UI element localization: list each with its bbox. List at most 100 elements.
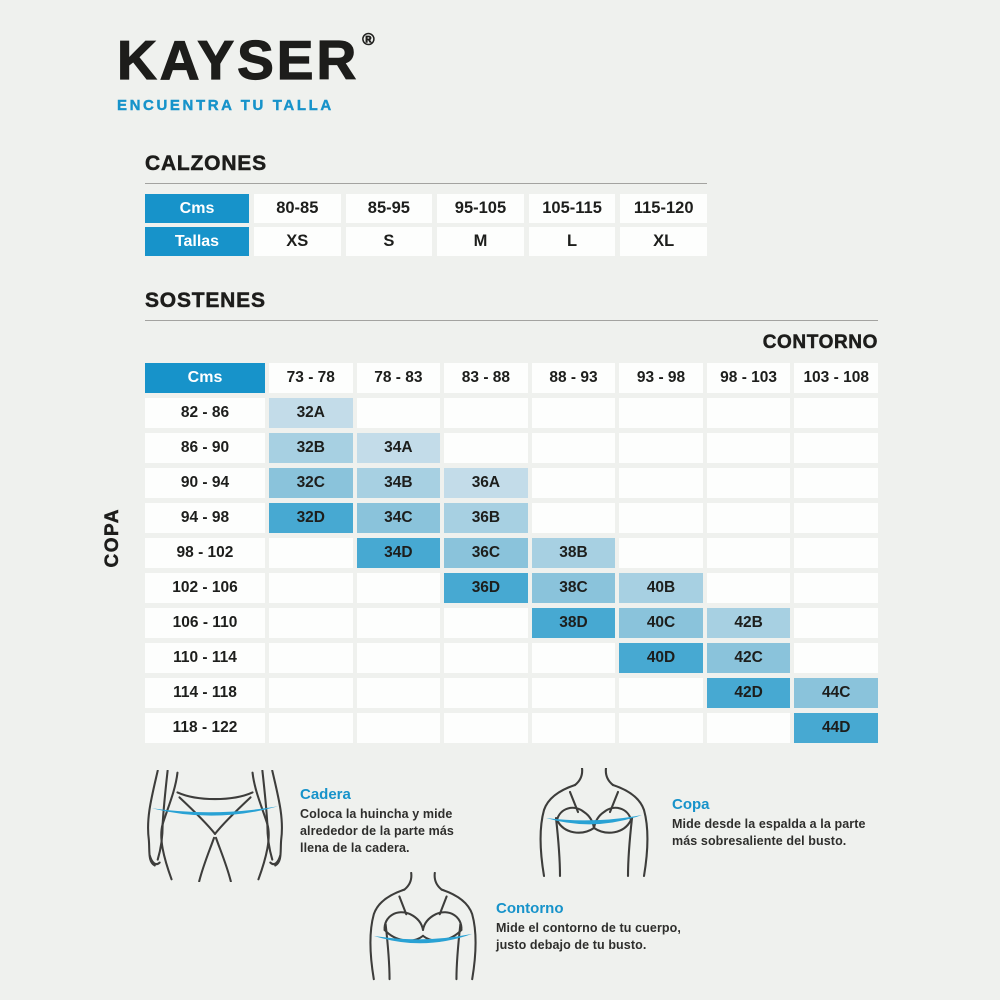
bra-size-cell: 38D <box>531 608 616 638</box>
sostenes-row: 90 - 94 32C 34B 36A <box>145 468 878 498</box>
calzones-row-header: Tallas <box>145 227 249 256</box>
contorno-column-header: 83 - 88 <box>444 363 528 393</box>
empty-cell <box>706 468 791 498</box>
sostenes-row: 102 - 106 36D 38C 40B <box>145 573 878 603</box>
contorno-description: Mide el contorno de tu cuerpo, justo deb… <box>496 921 681 952</box>
bra-size-cell: 38B <box>531 538 616 568</box>
empty-cell <box>444 398 528 428</box>
empty-cell <box>269 713 353 743</box>
bra-size-cell: 42B <box>706 608 791 638</box>
bra-size-cell: 32A <box>269 398 353 428</box>
copa-row-header: 94 - 98 <box>145 503 265 533</box>
calzones-cell: XL <box>620 227 707 256</box>
contorno-figure-icon <box>369 872 477 981</box>
contorno-column-header: 73 - 78 <box>269 363 353 393</box>
empty-cell <box>706 713 791 743</box>
calzones-cell: S <box>345 227 433 256</box>
calzones-cell: XS <box>254 227 341 256</box>
bra-size-cell: 34A <box>356 433 441 463</box>
contorno-column-header: 88 - 93 <box>531 363 616 393</box>
empty-cell <box>531 468 616 498</box>
contorno-column-header: 98 - 103 <box>706 363 791 393</box>
empty-cell <box>269 608 353 638</box>
bra-size-cell: 40C <box>619 608 703 638</box>
copa-row-header: 90 - 94 <box>145 468 265 498</box>
calzones-row: Cms 80-85 85-95 95-105 105-115 115-120 <box>145 194 707 223</box>
contorno-axis-label: CONTORNO <box>762 332 878 354</box>
empty-cell <box>706 503 791 533</box>
contorno-title: Contorno <box>496 900 564 917</box>
empty-cell <box>619 678 703 708</box>
calzones-section: CALZONES Cms 80-85 85-95 95-105 105-115 115-1… <box>145 152 707 260</box>
copa-row-header: 98 - 102 <box>145 538 265 568</box>
calzones-cell: M <box>437 227 524 256</box>
empty-cell <box>794 538 878 568</box>
calzones-cell: 85-95 <box>345 194 433 223</box>
sostenes-row: 118 - 122 44D <box>145 713 878 743</box>
calzones-cell: 80-85 <box>254 194 341 223</box>
bra-size-cell: 32D <box>269 503 353 533</box>
sostenes-row: 114 - 118 42D 44C <box>145 678 878 708</box>
bra-size-cell: 40B <box>619 573 703 603</box>
brand-header: KAYSER ® ENCUENTRA TU TALLA <box>116 30 375 115</box>
empty-cell <box>619 538 703 568</box>
sostenes-header-row: Cms 73 - 78 78 - 83 83 - 88 88 - 93 93 - 98 98… <box>145 363 878 393</box>
copa-text-block: Copa Mide desde la espalda a la parte má… <box>672 768 882 880</box>
empty-cell <box>706 398 791 428</box>
bra-size-cell: 32C <box>269 468 353 498</box>
cadera-description: Coloca la huincha y mide alrededor de la… <box>300 807 454 855</box>
empty-cell <box>619 433 703 463</box>
empty-cell <box>794 573 878 603</box>
sostenes-row: 110 - 114 40D 42C <box>145 643 878 673</box>
calzones-row: Tallas XS S M L XL <box>145 227 707 256</box>
empty-cell <box>444 678 528 708</box>
copa-row-header: 114 - 118 <box>145 678 265 708</box>
copa-row-header: 106 - 110 <box>145 608 265 638</box>
empty-cell <box>444 608 528 638</box>
sostenes-divider <box>145 320 878 321</box>
empty-cell <box>531 503 616 533</box>
brand-logo: KAYSER ® <box>116 30 375 88</box>
bra-size-cell: 34D <box>356 538 441 568</box>
bra-size-cell: 36A <box>444 468 528 498</box>
copa-title: Copa <box>672 796 710 813</box>
bra-size-cell: 32B <box>269 433 353 463</box>
contorno-column-header: 93 - 98 <box>619 363 703 393</box>
calzones-divider <box>145 183 707 184</box>
empty-cell <box>531 678 616 708</box>
empty-cell <box>794 503 878 533</box>
empty-cell <box>531 398 616 428</box>
empty-cell <box>619 503 703 533</box>
guide-contorno: Contorno Mide el contorno de tu cuerpo, … <box>362 872 691 984</box>
contorno-column-header: 78 - 83 <box>356 363 441 393</box>
sostenes-row: 86 - 90 32B 34A <box>145 433 878 463</box>
calzones-cell: 95-105 <box>437 194 524 223</box>
empty-cell <box>356 398 441 428</box>
empty-cell <box>794 398 878 428</box>
empty-cell <box>706 433 791 463</box>
empty-cell <box>356 643 441 673</box>
sostenes-row: 106 - 110 38D 40C 42B <box>145 608 878 638</box>
calzones-title: CALZONES <box>145 152 267 176</box>
calzones-cell: 105-115 <box>528 194 616 223</box>
empty-cell <box>269 643 353 673</box>
empty-cell <box>444 713 528 743</box>
copa-description: Mide desde la espalda a la parte más sob… <box>672 817 866 848</box>
empty-cell <box>794 643 878 673</box>
empty-cell <box>619 468 703 498</box>
copa-row-header: 118 - 122 <box>145 713 265 743</box>
bra-size-cell: 34B <box>356 468 441 498</box>
bra-size-cell: 42D <box>706 678 791 708</box>
empty-cell <box>269 538 353 568</box>
empty-cell <box>269 573 353 603</box>
bra-size-cell: 34C <box>356 503 441 533</box>
guide-copa: Copa Mide desde la espalda a la parte má… <box>532 768 882 880</box>
empty-cell <box>706 538 791 568</box>
brand-logo-text: KAYSER <box>116 29 360 91</box>
calzones-row-header: Cms <box>145 194 249 223</box>
contorno-text-block: Contorno Mide el contorno de tu cuerpo, … <box>496 872 691 984</box>
registered-trademark-icon: ® <box>362 30 375 49</box>
calzones-size-table: Cms 80-85 85-95 95-105 105-115 115-120 Tallas X… <box>140 190 712 260</box>
empty-cell <box>356 573 441 603</box>
